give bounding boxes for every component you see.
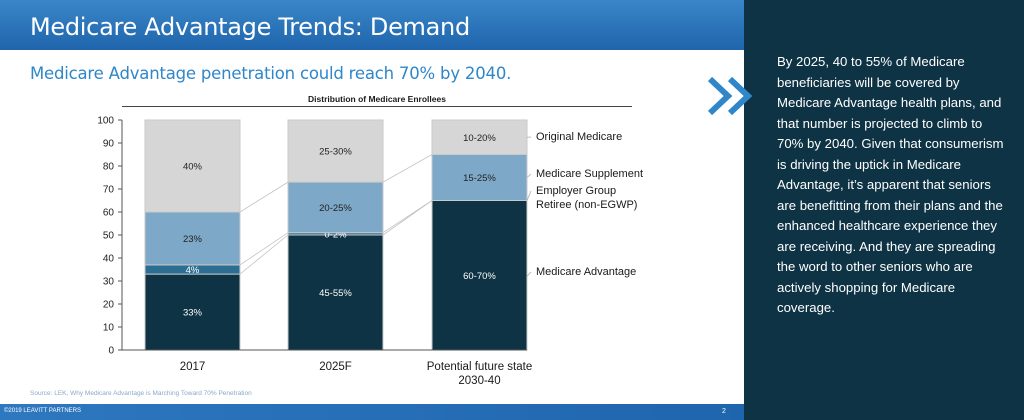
y-tick-label: 30 [103,277,115,288]
side-panel: By 2025, 40 to 55% of Medicare beneficia… [744,0,1024,420]
slide: Medicare Advantage Trends: Demand Medica… [0,0,744,420]
bar-data-label: 15-25% [463,173,496,184]
bar-data-label: 23% [183,234,203,245]
bar-data-label: 20-25% [319,203,352,214]
title-bar: Medicare Advantage Trends: Demand [0,0,744,50]
bar-segment [431,119,528,155]
page-title: Medicare Advantage Trends: Demand [30,13,470,41]
page-number: 2 [722,408,726,415]
y-tick-label: 10 [103,323,115,334]
bar-segment [287,119,384,183]
bar-data-label: 40% [183,162,203,173]
segment-connector [239,234,289,275]
bar-data-label: 4% [186,265,200,276]
bar-data-label: 0-2% [324,229,347,240]
legend-leader-line [526,173,532,178]
footer-bar: ©2019 LEAVITT PARTNERS 2 [0,404,744,420]
segment-connector [382,154,433,183]
y-tick-label: 20 [103,300,115,311]
segment-connector [239,232,289,266]
legend-entry: Medicare Supplement [536,168,643,180]
x-category-label: 2030-40 [458,375,500,387]
chart-title: Distribution of Medicare Enrollees [308,94,446,104]
bar-data-label: 45-55% [319,288,352,299]
bar-segment [144,211,241,266]
legend-leader-line [526,190,532,201]
slide-subtitle: Medicare Advantage penetration could rea… [30,64,512,83]
bar-data-label: 33% [183,308,203,319]
legend-entry: Retiree (non-EGWP) [536,199,637,211]
double-chevron-icon [707,76,753,116]
legend-leader-line [526,271,532,277]
bar-segment [287,181,384,234]
panel-text: By 2025, 40 to 55% of Medicare beneficia… [777,54,1004,315]
bar-segment [144,119,241,213]
legend-entry: Employer Group [536,185,616,197]
bar-segment [144,273,241,351]
y-tick-label: 80 [103,162,115,173]
bar-data-label: 25-30% [319,147,352,158]
y-tick-label: 90 [103,139,115,150]
footer-copyright: ©2019 LEAVITT PARTNERS [4,408,82,414]
x-category-label: Potential future state [427,361,532,373]
stacked-bar-chart: Distribution of Medicare Enrollees 33% 4%… [97,94,643,387]
segment-connector [382,200,433,234]
y-tick-label: 70 [103,185,115,196]
bar-data-label: 10-20% [463,133,496,144]
segment-connector [239,181,289,213]
bar-segment [431,200,528,351]
legend-entry: Medicare Advantage [536,266,636,278]
x-category-label: 2025F [319,361,352,373]
source-note: Source: LEK, Why Medicare Advantage is M… [30,390,252,397]
bar-data-label: 60-70% [463,271,496,282]
y-tick-label: 60 [103,208,115,219]
bar-segment [431,154,528,201]
bar-segment [287,234,384,351]
y-tick-label: 50 [103,231,115,242]
y-tick-label: 0 [108,346,114,357]
legend-entry: Original Medicare [536,131,622,143]
y-tick-label: 100 [97,116,114,127]
y-tick-label: 40 [103,254,115,265]
x-category-label: 2017 [180,361,206,373]
